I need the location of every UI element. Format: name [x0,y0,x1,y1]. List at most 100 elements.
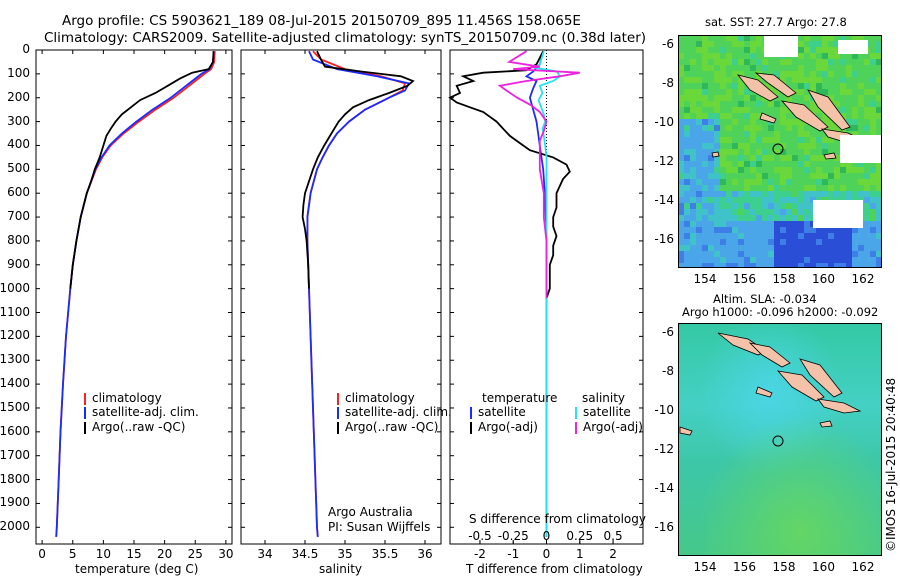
sst-cell [780,263,786,268]
sst-cell [816,71,822,77]
sst-cell [744,149,750,155]
sst-cell [858,95,864,101]
sst-cell [768,125,774,131]
sst-cell [810,83,816,89]
sst-cell [702,53,708,59]
sst-cell [864,125,870,131]
sst-cell [870,47,876,53]
sst-cell [708,227,714,233]
sst-cell [810,257,816,263]
sst-cell [714,89,720,95]
sst-cell [684,89,690,95]
sst-cell [732,119,738,125]
sst-cell [768,251,774,257]
sla-map-title-2: Argo h1000: -0.096 h2000: -0.092 [682,305,879,319]
sst-cell [810,59,816,65]
sst-cell [780,149,786,155]
sst-cell [720,47,726,53]
sst-cell [678,65,684,71]
sst-cell [684,161,690,167]
sst-cell [726,59,732,65]
sst-cell [750,95,756,101]
sst-cell [702,77,708,83]
sst-cell [870,41,876,47]
sst-cell [690,137,696,143]
legend-swatch-black [84,421,86,434]
sst-cell [714,203,720,209]
sst-cell [786,71,792,77]
depth-tick-label: 500 [7,161,30,176]
sst-cell [690,263,696,268]
sst-cell [792,215,798,221]
sst-cell [774,179,780,185]
sst-cell [774,131,780,137]
sst-cell [708,161,714,167]
sst-cell [708,221,714,227]
sst-cell [846,161,852,167]
sst-cell [768,167,774,173]
sst-cell [768,239,774,245]
depth-tick-label: 1800 [0,471,30,486]
sst-cell [876,173,882,179]
sst-cell [756,239,762,245]
sst-cell [774,149,780,155]
sst-cell [684,53,690,59]
sst-cell [780,119,786,125]
sst-cell [816,83,822,89]
sst-cell [846,239,852,245]
sst-cell [816,113,822,119]
sst-cell [846,119,852,125]
sst-cell [732,65,738,71]
sst-cell [804,215,810,221]
x-tick-label: 35 [337,547,353,561]
sst-cell [822,263,828,268]
sst-cell [834,161,840,167]
sst-cell [834,95,840,101]
depth-tick-label: 0 [22,42,30,56]
sst-cell [756,257,762,263]
sst-cell [840,191,846,197]
sst-cell [870,95,876,101]
sst-cell [756,221,762,227]
sst-cell [774,167,780,173]
sst-cell [798,65,804,71]
sst-cell [864,185,870,191]
sst-cell [726,83,732,89]
sst-cell [720,155,726,161]
sst-cell [774,233,780,239]
sst-cell [792,71,798,77]
sst-cell [780,239,786,245]
sst-cell [720,101,726,107]
sst-cell [702,197,708,203]
sst-cell [852,59,858,65]
sst-cell [756,191,762,197]
sst-cell [780,251,786,257]
sst-cell [786,113,792,119]
sst-cell [774,89,780,95]
sst-cell [690,239,696,245]
sst-cell [732,149,738,155]
sst-cell [816,233,822,239]
legend-swatch-red [337,392,339,405]
sst-cell [708,263,714,268]
sst-cell [828,173,834,179]
sst-cell [798,245,804,251]
sst-cell [708,101,714,107]
sst-cell [852,125,858,131]
sst-cell [792,197,798,203]
sst-cell [720,185,726,191]
sst-cell [678,59,684,65]
sst-cell [876,239,882,245]
diff-legend-t-argo: Argo(-adj) [470,420,538,434]
sst-cell [720,77,726,83]
sst-cell [786,179,792,185]
map-lon-label: 154 [693,272,717,286]
sst-cell [732,89,738,95]
sst-cell [828,41,834,47]
sst-cell [768,263,774,268]
sst-cell [714,209,720,215]
sst-cell [744,95,750,101]
sst-map-title: sat. SST: 27.7 Argo: 27.8 [705,15,847,29]
sst-cell [870,203,876,209]
sst-cell [804,95,810,101]
